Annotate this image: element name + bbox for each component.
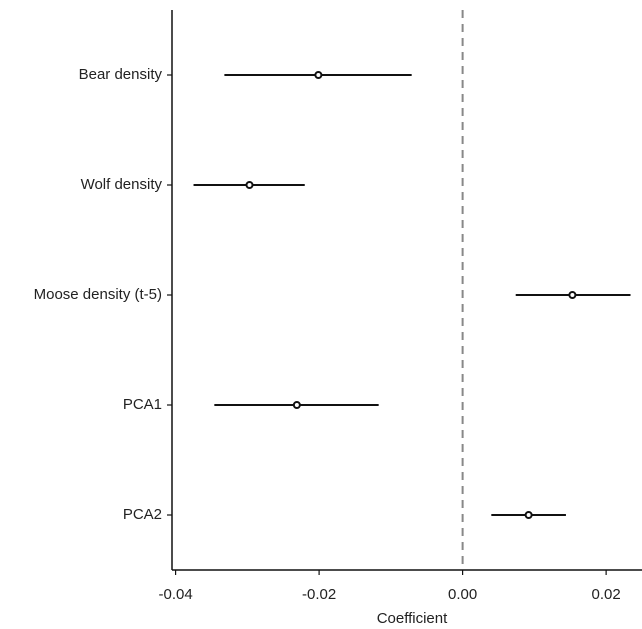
y-tick-label: Wolf density bbox=[81, 176, 163, 193]
y-tick-label: Moose density (t-5) bbox=[34, 286, 162, 303]
x-tick-label: 0.00 bbox=[448, 586, 477, 603]
y-tick-label: PCA2 bbox=[123, 506, 162, 523]
point-estimate bbox=[568, 291, 577, 299]
point-estimate bbox=[292, 401, 301, 409]
x-tick-label: -0.04 bbox=[158, 586, 192, 603]
x-axis-title: Coefficient bbox=[377, 610, 448, 627]
point-estimate bbox=[245, 181, 254, 189]
x-tick-label: -0.02 bbox=[302, 586, 336, 603]
point-estimate bbox=[314, 71, 323, 79]
point-estimate bbox=[524, 511, 533, 519]
y-tick-label: PCA1 bbox=[123, 396, 162, 413]
x-tick-label: 0.02 bbox=[592, 586, 621, 603]
y-tick-label: Bear density bbox=[79, 66, 163, 83]
